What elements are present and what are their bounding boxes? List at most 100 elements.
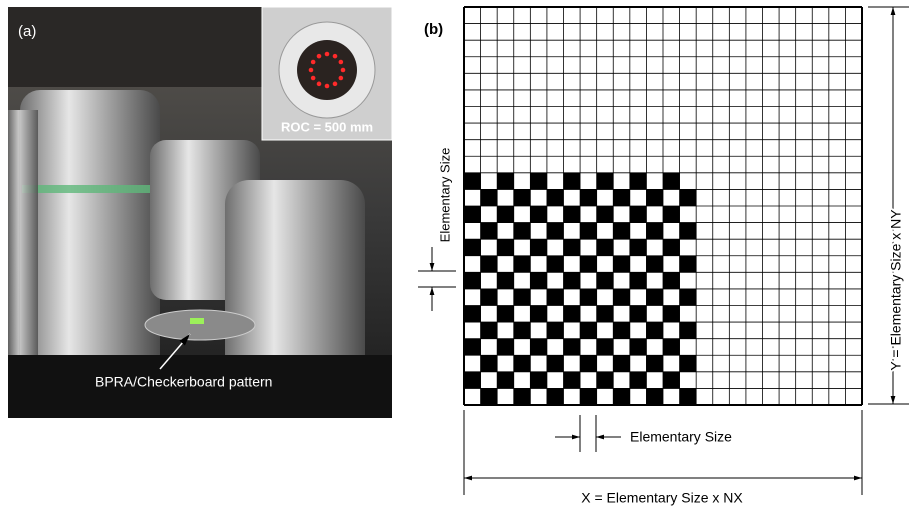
- checker-cell: [680, 256, 697, 273]
- checker-cell: [597, 306, 614, 323]
- checker-cell: [663, 239, 680, 256]
- dot: [333, 82, 338, 87]
- checker-cell: [530, 239, 547, 256]
- checker-cell: [547, 355, 564, 372]
- dimension-label: Elementary Size: [630, 429, 732, 445]
- checker-cell: [464, 339, 481, 356]
- checker-cell: [497, 306, 514, 323]
- checker-cell: [613, 355, 630, 372]
- checker-cell: [597, 272, 614, 289]
- checker-cell: [497, 372, 514, 389]
- checker-cell: [597, 339, 614, 356]
- checker-cell: [547, 256, 564, 273]
- checker-cell: [464, 173, 481, 190]
- dot: [339, 60, 344, 65]
- checker-cell: [613, 289, 630, 306]
- checker-cell: [514, 256, 531, 273]
- checker-cell: [630, 239, 647, 256]
- checker-cell: [630, 372, 647, 389]
- checker-cell: [580, 223, 597, 240]
- checker-cell: [597, 372, 614, 389]
- grid: [464, 7, 862, 405]
- annotation: BPRA/Checkerboard pattern: [95, 374, 272, 390]
- checker-cell: [646, 322, 663, 339]
- checker-cell: [547, 223, 564, 240]
- checker-cell: [663, 339, 680, 356]
- checker-cell: [530, 372, 547, 389]
- checker-cell: [481, 256, 498, 273]
- checker-cell: [680, 322, 697, 339]
- checker-cell: [564, 272, 581, 289]
- checker-cell: [630, 272, 647, 289]
- checker-cell: [514, 223, 531, 240]
- checker-cell: [564, 339, 581, 356]
- checker-cell: [564, 206, 581, 223]
- checker-cell: [481, 189, 498, 206]
- checker-cell: [564, 173, 581, 190]
- checker-cell: [630, 339, 647, 356]
- checker-cell: [497, 272, 514, 289]
- checker-cell: [663, 206, 680, 223]
- checker-cell: [497, 173, 514, 190]
- checker-cell: [564, 306, 581, 323]
- checker-cell: [464, 306, 481, 323]
- checker-cell: [663, 272, 680, 289]
- checker-cell: [613, 388, 630, 405]
- checker-cell: [481, 322, 498, 339]
- checker-cell: [497, 206, 514, 223]
- checker-cell: [646, 189, 663, 206]
- checker-cell: [597, 173, 614, 190]
- checker-cell: [514, 189, 531, 206]
- checker-cell: [547, 189, 564, 206]
- checker-cell: [663, 372, 680, 389]
- checker-cell: [597, 206, 614, 223]
- checker-cell: [580, 322, 597, 339]
- checker-cell: [464, 206, 481, 223]
- checker-cell: [580, 289, 597, 306]
- checker-cell: [497, 239, 514, 256]
- checker-cell: [613, 322, 630, 339]
- checker-cell: [481, 355, 498, 372]
- checker-cell: [646, 223, 663, 240]
- checker-cell: [613, 223, 630, 240]
- checker-cell: [514, 355, 531, 372]
- checker-cell: [580, 256, 597, 273]
- checker-cell: [630, 173, 647, 190]
- checker-cell: [613, 256, 630, 273]
- checker-cell: [663, 173, 680, 190]
- checker-cell: [680, 355, 697, 372]
- panel-label: (b): [424, 21, 443, 38]
- checker-cell: [547, 388, 564, 405]
- dimension-label: Y = Elementary Size x NY: [888, 209, 904, 371]
- checker-cell: [564, 372, 581, 389]
- checker-cell: [630, 306, 647, 323]
- dot: [325, 52, 330, 57]
- figure: (a) BPRA/Checkerboard pattern ROC = 500 …: [0, 0, 909, 512]
- inset: ROC = 500 mm: [262, 7, 392, 140]
- checker-cell: [663, 306, 680, 323]
- checker-cell: [646, 355, 663, 372]
- checker-cell: [680, 388, 697, 405]
- checker-cell: [464, 272, 481, 289]
- checker-cell: [580, 355, 597, 372]
- checker-cell: [597, 239, 614, 256]
- checker-cell: [680, 289, 697, 306]
- checker-cell: [547, 289, 564, 306]
- checker-cell: [630, 206, 647, 223]
- checker-cell: [514, 388, 531, 405]
- checker-cell: [497, 339, 514, 356]
- checker-cell: [530, 306, 547, 323]
- checker-cell: [481, 223, 498, 240]
- checker-cell: [481, 388, 498, 405]
- checker-cell: [613, 189, 630, 206]
- checker-cell: [464, 372, 481, 389]
- dot: [333, 54, 338, 59]
- checker-cell: [464, 239, 481, 256]
- checker-cell: [530, 339, 547, 356]
- checker-cell: [481, 289, 498, 306]
- checker-cell: [646, 388, 663, 405]
- checker-cell: [547, 322, 564, 339]
- checker-cell: [530, 173, 547, 190]
- dot: [339, 76, 344, 81]
- checker-cell: [564, 239, 581, 256]
